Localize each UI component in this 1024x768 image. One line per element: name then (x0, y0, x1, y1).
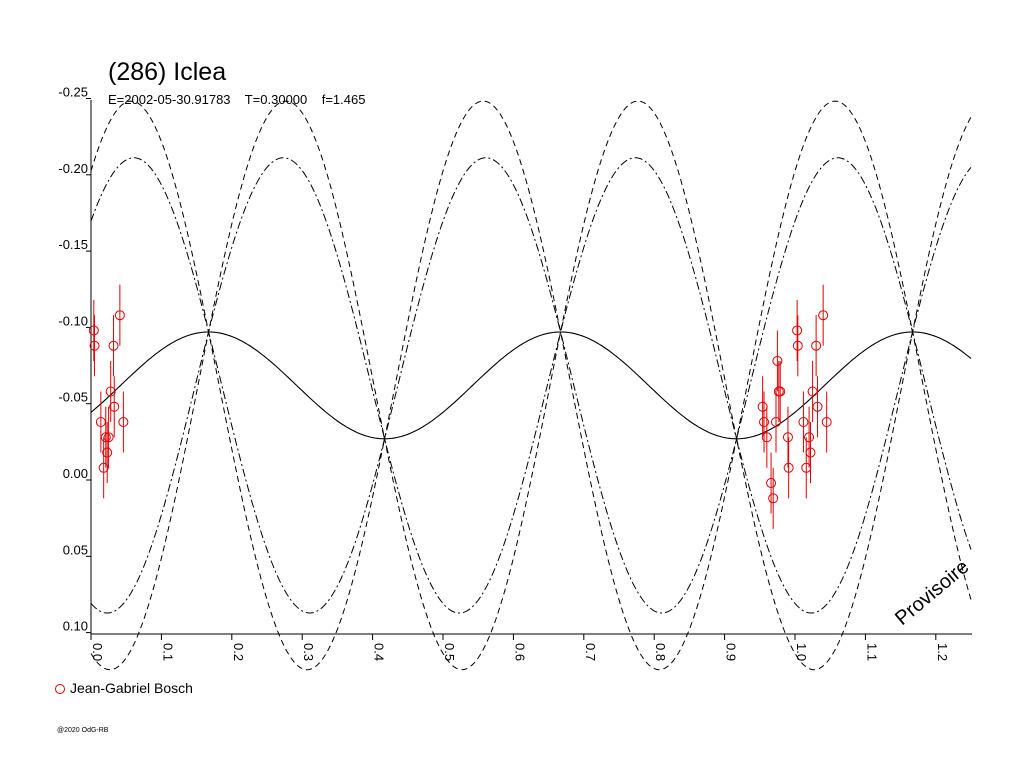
x-tick-label: 0.8 (653, 643, 668, 661)
x-tick-label: 0.7 (583, 643, 598, 661)
x-tick-label: 0.1 (160, 643, 175, 661)
x-tick-label: 0.3 (301, 643, 316, 661)
dashdot-lower-curve (90, 157, 972, 614)
data-point (88, 325, 99, 336)
data-point (798, 417, 809, 428)
x-tick-label: 0.5 (442, 643, 457, 661)
data-point (792, 340, 803, 351)
legend-label: Jean-Gabriel Bosch (70, 680, 193, 696)
y-tick-label: 0.00 (63, 466, 88, 481)
y-tick-label: 0.05 (63, 542, 88, 557)
data-point (772, 355, 783, 366)
data-point (775, 386, 786, 397)
data-point (821, 417, 832, 428)
legend: Jean-Gabriel Bosch (55, 680, 193, 696)
data-point (792, 325, 803, 336)
y-tick-label: -0.10 (58, 313, 88, 328)
x-tick-label: 0.9 (724, 643, 739, 661)
x-tick-label: 1.0 (794, 643, 809, 661)
x-tick-label: 0.4 (372, 643, 387, 661)
data-point (783, 462, 794, 473)
data-point (114, 310, 125, 321)
dashed-lower-curve (90, 100, 972, 671)
data-point (768, 493, 779, 504)
data-point (118, 417, 129, 428)
data-point (109, 401, 120, 412)
data-point (804, 432, 815, 443)
dashdot-upper-curve (90, 157, 972, 614)
y-tick-label: -0.05 (58, 390, 88, 405)
data-point (100, 432, 111, 443)
x-tick-label: 0.6 (512, 643, 527, 661)
y-ticks: -0.25 -0.20 -0.15 -0.10 -0.05 0.00 0.05 0.10 (58, 85, 91, 634)
watermark-text: Provisoire (891, 556, 973, 630)
y-tick-label: 0.10 (63, 619, 88, 634)
data-point (759, 417, 770, 428)
y-tick-label: -0.20 (58, 161, 88, 176)
data-point (805, 447, 816, 458)
data-point (761, 432, 772, 443)
x-tick-label: 0.0 (90, 643, 105, 661)
data-point (108, 340, 119, 351)
mean-curve (90, 331, 972, 440)
y-tick-label: -0.15 (58, 237, 88, 252)
chart-title: (286) Iclea (108, 58, 226, 86)
copyright-text: @2020 OdG-RB (57, 727, 109, 734)
data-point (811, 340, 822, 351)
data-point (105, 386, 116, 397)
x-tick-label: 1.2 (935, 643, 950, 661)
axes (90, 100, 972, 635)
data-points (88, 284, 832, 529)
x-tick-label: 1.1 (864, 643, 879, 661)
x-tick-label: 0.2 (231, 643, 246, 661)
chart-subtitle: E=2002-05-30.91783 T=0.30000 f=1.465 (108, 92, 365, 107)
data-point (103, 432, 114, 443)
x-ticks: 0.0 0.1 0.2 0.3 0.4 0.5 0.6 0.7 0.8 0.9 1.0 1.1 1.2 (90, 634, 950, 661)
data-point (766, 478, 777, 489)
y-tick-label: -0.25 (58, 85, 88, 100)
model-curves (90, 100, 972, 671)
dashed-upper-curve (90, 100, 972, 671)
data-point (89, 340, 100, 351)
data-point (818, 310, 829, 321)
data-point (102, 447, 113, 458)
data-point (782, 432, 793, 443)
data-point (812, 401, 823, 412)
legend-marker-icon (55, 684, 65, 694)
